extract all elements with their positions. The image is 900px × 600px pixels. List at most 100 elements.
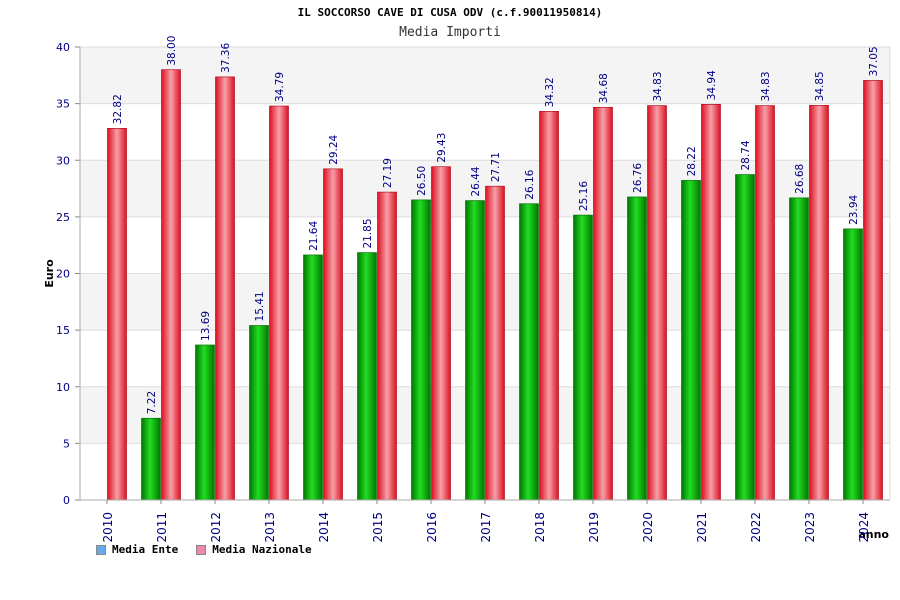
- chart-subtitle: Media Importi: [399, 25, 501, 40]
- data-label: 38.00: [166, 36, 178, 66]
- bar-media-nazionale: [161, 69, 181, 501]
- bar-media-ente: [303, 254, 323, 501]
- bar-media-ente: [411, 199, 431, 501]
- bar-media-nazionale: [809, 105, 829, 501]
- bar-media-ente: [735, 174, 755, 501]
- y-tick-label: 40: [56, 41, 70, 54]
- bar-media-ente: [843, 228, 863, 501]
- data-label: 34.94: [706, 70, 718, 100]
- data-label: 25.16: [578, 181, 590, 211]
- data-label: 23.94: [848, 195, 860, 225]
- legend-label-media-nazionale: Media Nazionale: [212, 543, 312, 556]
- bar-media-nazionale: [539, 111, 559, 501]
- bar-media-nazionale: [107, 128, 127, 501]
- y-tick-label: 0: [63, 494, 70, 507]
- bar-media-nazionale: [755, 105, 775, 501]
- bar-media-nazionale: [593, 106, 613, 501]
- data-label: 29.43: [436, 133, 448, 163]
- data-label: 13.69: [200, 311, 212, 341]
- y-axis-title: Euro: [43, 259, 56, 288]
- x-tick-label: 2019: [587, 512, 601, 543]
- legend-swatch-media-nazionale: [196, 544, 207, 555]
- data-label: 26.50: [416, 166, 428, 196]
- bar-media-ente: [249, 325, 269, 501]
- x-tick-label: 2011: [155, 512, 169, 543]
- bar-media-ente: [681, 180, 701, 501]
- data-label: 27.71: [490, 152, 502, 182]
- data-label: 21.64: [308, 221, 320, 251]
- x-tick-label: 2023: [803, 512, 817, 543]
- bar-media-ente: [195, 344, 215, 501]
- bar-media-nazionale: [647, 105, 667, 501]
- data-label: 21.85: [362, 218, 374, 248]
- x-tick-label: 2014: [317, 512, 331, 543]
- y-tick-label: 5: [63, 437, 70, 450]
- data-label: 29.24: [328, 134, 340, 164]
- legend: Media Ente Media Nazionale: [96, 543, 312, 556]
- data-label: 7.22: [146, 391, 158, 414]
- data-label: 26.16: [524, 169, 536, 199]
- bar-media-ente: [789, 197, 809, 501]
- data-label: 34.79: [274, 72, 286, 102]
- bar-media-ente: [141, 417, 161, 501]
- data-label: 34.83: [652, 71, 664, 101]
- x-tick-label: 2013: [263, 512, 277, 543]
- x-tick-label: 2010: [101, 512, 115, 543]
- data-label: 37.36: [220, 43, 232, 73]
- data-label: 34.32: [544, 77, 556, 107]
- bar-media-nazionale: [323, 168, 343, 501]
- y-tick-label: 20: [56, 268, 70, 281]
- x-tick-label: 2024: [857, 512, 871, 543]
- y-tick-label: 30: [56, 154, 70, 167]
- y-tick-label: 35: [56, 98, 70, 111]
- x-tick-label: 2012: [209, 512, 223, 543]
- bar-media-nazionale: [269, 105, 289, 501]
- data-label: 32.82: [112, 94, 124, 124]
- plot-band: [80, 47, 890, 104]
- x-axis-title: anno: [858, 528, 889, 541]
- x-tick-label: 2020: [641, 512, 655, 543]
- bar-media-nazionale: [701, 104, 721, 501]
- bar-media-nazionale: [215, 76, 235, 501]
- data-label: 37.05: [868, 46, 880, 76]
- data-label: 34.83: [760, 71, 772, 101]
- data-label: 28.22: [686, 146, 698, 176]
- bar-media-ente: [573, 214, 593, 501]
- bar-media-nazionale: [863, 80, 883, 501]
- plot-band: [80, 443, 890, 500]
- plot-band: [80, 386, 890, 444]
- plot-band: [80, 330, 890, 387]
- bar-media-nazionale: [485, 185, 505, 501]
- bar-media-ente: [627, 196, 647, 501]
- chart-title: IL SOCCORSO CAVE DI CUSA ODV (c.f.900119…: [297, 6, 603, 19]
- bar-media-ente: [519, 203, 539, 501]
- x-tick-label: 2015: [371, 512, 385, 543]
- x-tick-label: 2022: [749, 512, 763, 543]
- data-label: 26.68: [794, 164, 806, 194]
- data-label: 15.41: [254, 291, 266, 321]
- data-label: 28.74: [740, 140, 752, 170]
- plot-band: [80, 273, 890, 331]
- plot-band: [80, 216, 890, 274]
- plot-band: [80, 103, 890, 161]
- x-tick-label: 2016: [425, 512, 439, 543]
- x-tick-label: 2017: [479, 512, 493, 543]
- legend-label-media-ente: Media Ente: [112, 543, 179, 556]
- bar-media-nazionale: [377, 191, 397, 501]
- data-label: 34.85: [814, 71, 826, 101]
- y-tick-label: 15: [56, 324, 70, 337]
- x-tick-label: 2021: [695, 512, 709, 543]
- y-tick-label: 25: [56, 211, 70, 224]
- plot-band: [80, 160, 890, 217]
- data-label: 26.44: [470, 166, 482, 196]
- legend-swatch-media-ente: [96, 544, 106, 555]
- bar-media-ente: [357, 252, 377, 501]
- legend-item-media-ente: Media Ente: [96, 543, 178, 556]
- legend-item-media-nazionale: Media Nazionale: [196, 543, 312, 556]
- data-label: 26.76: [632, 163, 644, 193]
- y-tick-label: 10: [56, 381, 70, 394]
- x-tick-label: 2018: [533, 512, 547, 543]
- data-label: 27.19: [382, 158, 394, 188]
